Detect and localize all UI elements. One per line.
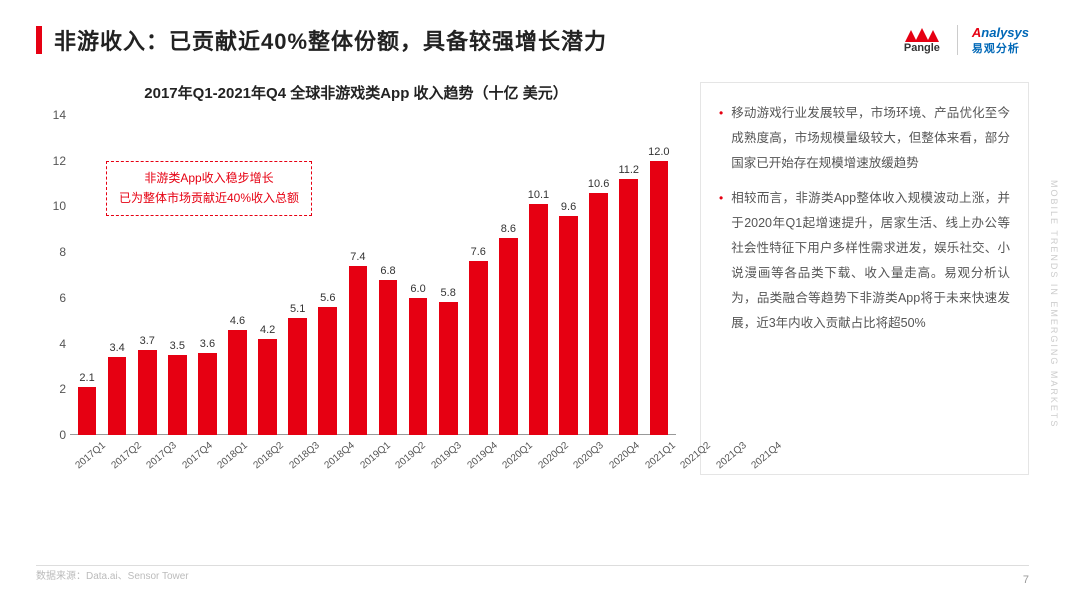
bar-value-label: 11.2 <box>618 164 639 176</box>
content: 2017年Q1-2021年Q4 全球非游戏类App 收入趋势（十亿 美元） 2.… <box>0 64 1065 475</box>
bar: 11.2 <box>619 179 638 435</box>
bar: 10.6 <box>589 193 608 435</box>
bar-slot: 5.8 <box>433 115 463 435</box>
page-number: 7 <box>1023 574 1029 586</box>
bar-value-label: 7.6 <box>471 246 486 258</box>
footer-line <box>36 565 1029 566</box>
bar-slot: 7.4 <box>343 115 373 435</box>
bar-value-label: 8.6 <box>501 223 516 235</box>
bar: 6.0 <box>409 298 428 435</box>
bar-value-label: 3.5 <box>170 340 185 352</box>
bar-value-label: 2.1 <box>79 372 94 384</box>
bar-value-label: 3.4 <box>109 342 124 354</box>
bar: 7.6 <box>469 261 488 435</box>
bar-slot: 10.1 <box>523 115 553 435</box>
bar: 4.6 <box>228 330 247 435</box>
annotation-line-1: 非游类App收入稳步增长 <box>119 168 299 188</box>
side-vertical-text: MOBILE TRENDS IN EMERGING MARKETS <box>1049 180 1059 428</box>
bullet-dot-icon: • <box>719 186 723 336</box>
bar-slot: 12.0 <box>644 115 674 435</box>
bullet-item: •移动游戏行业发展较早，市场环境、产品优化至今成熟度高，市场规模量级较大，但整体… <box>719 101 1010 176</box>
y-tick-label: 8 <box>36 245 66 259</box>
bar: 10.1 <box>529 204 548 435</box>
bar: 5.1 <box>288 318 307 435</box>
bar-value-label: 5.6 <box>320 292 335 304</box>
accent-bar <box>36 26 42 54</box>
bar: 3.6 <box>198 353 217 435</box>
bar: 3.4 <box>108 357 127 435</box>
y-tick-label: 12 <box>36 154 66 168</box>
bar-value-label: 6.8 <box>380 265 395 277</box>
bar-value-label: 3.6 <box>200 338 215 350</box>
bar: 6.8 <box>379 280 398 435</box>
chart-title: 2017年Q1-2021年Q4 全球非游戏类App 收入趋势（十亿 美元） <box>36 82 676 103</box>
logo-divider <box>957 25 958 55</box>
y-tick-label: 6 <box>36 291 66 305</box>
bar-slot: 11.2 <box>614 115 644 435</box>
bar: 9.6 <box>559 216 578 435</box>
bar: 3.7 <box>138 350 157 435</box>
bar-slot: 8.6 <box>493 115 523 435</box>
bar-value-label: 4.6 <box>230 315 245 327</box>
bar-slot: 6.8 <box>373 115 403 435</box>
chart-area: 2017年Q1-2021年Q4 全球非游戏类App 收入趋势（十亿 美元） 2.… <box>36 82 676 475</box>
bar: 7.4 <box>349 266 368 435</box>
bar: 5.8 <box>439 302 458 435</box>
pangle-label: Pangle <box>904 42 940 54</box>
bar-value-label: 12.0 <box>648 146 669 158</box>
x-axis-labels: 2017Q12017Q22017Q32017Q42018Q12018Q22018… <box>70 435 676 475</box>
y-tick-label: 10 <box>36 199 66 213</box>
side-panel: •移动游戏行业发展较早，市场环境、产品优化至今成熟度高，市场规模量级较大，但整体… <box>700 82 1029 475</box>
bar-value-label: 4.2 <box>260 324 275 336</box>
logos: Pangle Analysys 易观分析 <box>901 25 1029 56</box>
bar-value-label: 3.7 <box>140 335 155 347</box>
analysys-sub: 易观分析 <box>972 40 1020 56</box>
chart-annotation: 非游类App收入稳步增长 已为整体市场贡献近40%收入总额 <box>106 161 312 216</box>
bar-slot: 6.0 <box>403 115 433 435</box>
y-tick-label: 14 <box>36 108 66 122</box>
footer-source: 数据来源：Data.ai、Sensor Tower <box>36 567 189 582</box>
bar-slot: 2.1 <box>72 115 102 435</box>
bar-value-label: 10.6 <box>588 178 609 190</box>
analysys-wordmark: Analysys <box>972 25 1029 40</box>
bar-value-label: 7.4 <box>350 251 365 263</box>
y-tick-label: 2 <box>36 382 66 396</box>
title-wrap: 非游收入：已贡献近40%整体份额，具备较强增长潜力 <box>36 24 607 56</box>
bar-value-label: 5.1 <box>290 303 305 315</box>
bar: 2.1 <box>78 387 97 435</box>
bar-slot: 9.6 <box>554 115 584 435</box>
bullet-text: 相较而言，非游类App整体收入规模波动上涨，并于2020年Q1起增速提升，居家生… <box>731 186 1010 336</box>
bar-value-label: 6.0 <box>410 283 425 295</box>
bar-slot: 7.6 <box>463 115 493 435</box>
bar: 5.6 <box>318 307 337 435</box>
bar-value-label: 5.8 <box>441 287 456 299</box>
bar-value-label: 10.1 <box>528 189 549 201</box>
analysys-a: A <box>972 25 981 40</box>
y-tick-label: 0 <box>36 428 66 442</box>
chart-box: 2.1 3.4 3.7 3.5 3.6 4.6 4.2 5.1 5.6 7.4 6.8 6.0 5.8 7… <box>36 115 676 475</box>
bar: 3.5 <box>168 355 187 435</box>
pangle-logo: Pangle <box>901 26 943 54</box>
bullet-item: •相较而言，非游类App整体收入规模波动上涨，并于2020年Q1起增速提升，居家… <box>719 186 1010 336</box>
bar: 12.0 <box>650 161 669 435</box>
analysys-logo: Analysys 易观分析 <box>972 25 1029 56</box>
bullet-text: 移动游戏行业发展较早，市场环境、产品优化至今成熟度高，市场规模量级较大，但整体来… <box>731 101 1010 176</box>
bar: 8.6 <box>499 238 518 435</box>
bullet-dot-icon: • <box>719 101 723 176</box>
header: 非游收入：已贡献近40%整体份额，具备较强增长潜力 Pangle Analysy… <box>0 0 1065 64</box>
y-tick-label: 4 <box>36 337 66 351</box>
bar: 4.2 <box>258 339 277 435</box>
bar-slot: 10.6 <box>584 115 614 435</box>
bar-slot: 5.6 <box>313 115 343 435</box>
annotation-line-2: 已为整体市场贡献近40%收入总额 <box>119 188 299 208</box>
bar-value-label: 9.6 <box>561 201 576 213</box>
page-title: 非游收入：已贡献近40%整体份额，具备较强增长潜力 <box>54 24 607 56</box>
analysys-rest: nalysys <box>981 25 1029 40</box>
